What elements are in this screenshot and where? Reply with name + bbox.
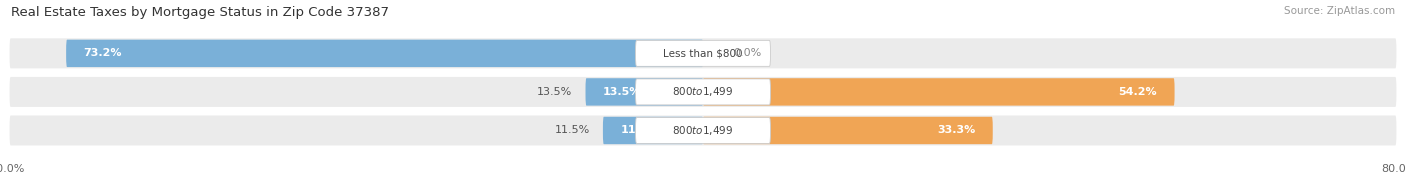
Text: Real Estate Taxes by Mortgage Status in Zip Code 37387: Real Estate Taxes by Mortgage Status in … bbox=[11, 6, 389, 19]
FancyBboxPatch shape bbox=[636, 40, 770, 66]
FancyBboxPatch shape bbox=[636, 79, 770, 105]
Text: Less than $800: Less than $800 bbox=[664, 48, 742, 58]
Text: 73.2%: 73.2% bbox=[83, 48, 122, 58]
Text: 11.5%: 11.5% bbox=[554, 125, 591, 136]
FancyBboxPatch shape bbox=[703, 78, 1174, 106]
FancyBboxPatch shape bbox=[703, 117, 993, 144]
FancyBboxPatch shape bbox=[10, 115, 1396, 145]
FancyBboxPatch shape bbox=[636, 118, 770, 144]
FancyBboxPatch shape bbox=[66, 40, 703, 67]
Text: 13.5%: 13.5% bbox=[537, 87, 572, 97]
Text: 54.2%: 54.2% bbox=[1119, 87, 1157, 97]
Text: 0.0%: 0.0% bbox=[734, 48, 762, 58]
Text: 33.3%: 33.3% bbox=[936, 125, 976, 136]
FancyBboxPatch shape bbox=[10, 77, 1396, 107]
Text: Source: ZipAtlas.com: Source: ZipAtlas.com bbox=[1284, 6, 1395, 16]
FancyBboxPatch shape bbox=[10, 38, 1396, 68]
Text: $800 to $1,499: $800 to $1,499 bbox=[672, 124, 734, 137]
FancyBboxPatch shape bbox=[603, 117, 703, 144]
Text: $800 to $1,499: $800 to $1,499 bbox=[672, 85, 734, 98]
FancyBboxPatch shape bbox=[585, 78, 703, 106]
Text: 13.5%: 13.5% bbox=[603, 87, 641, 97]
Text: 11.5%: 11.5% bbox=[620, 125, 659, 136]
